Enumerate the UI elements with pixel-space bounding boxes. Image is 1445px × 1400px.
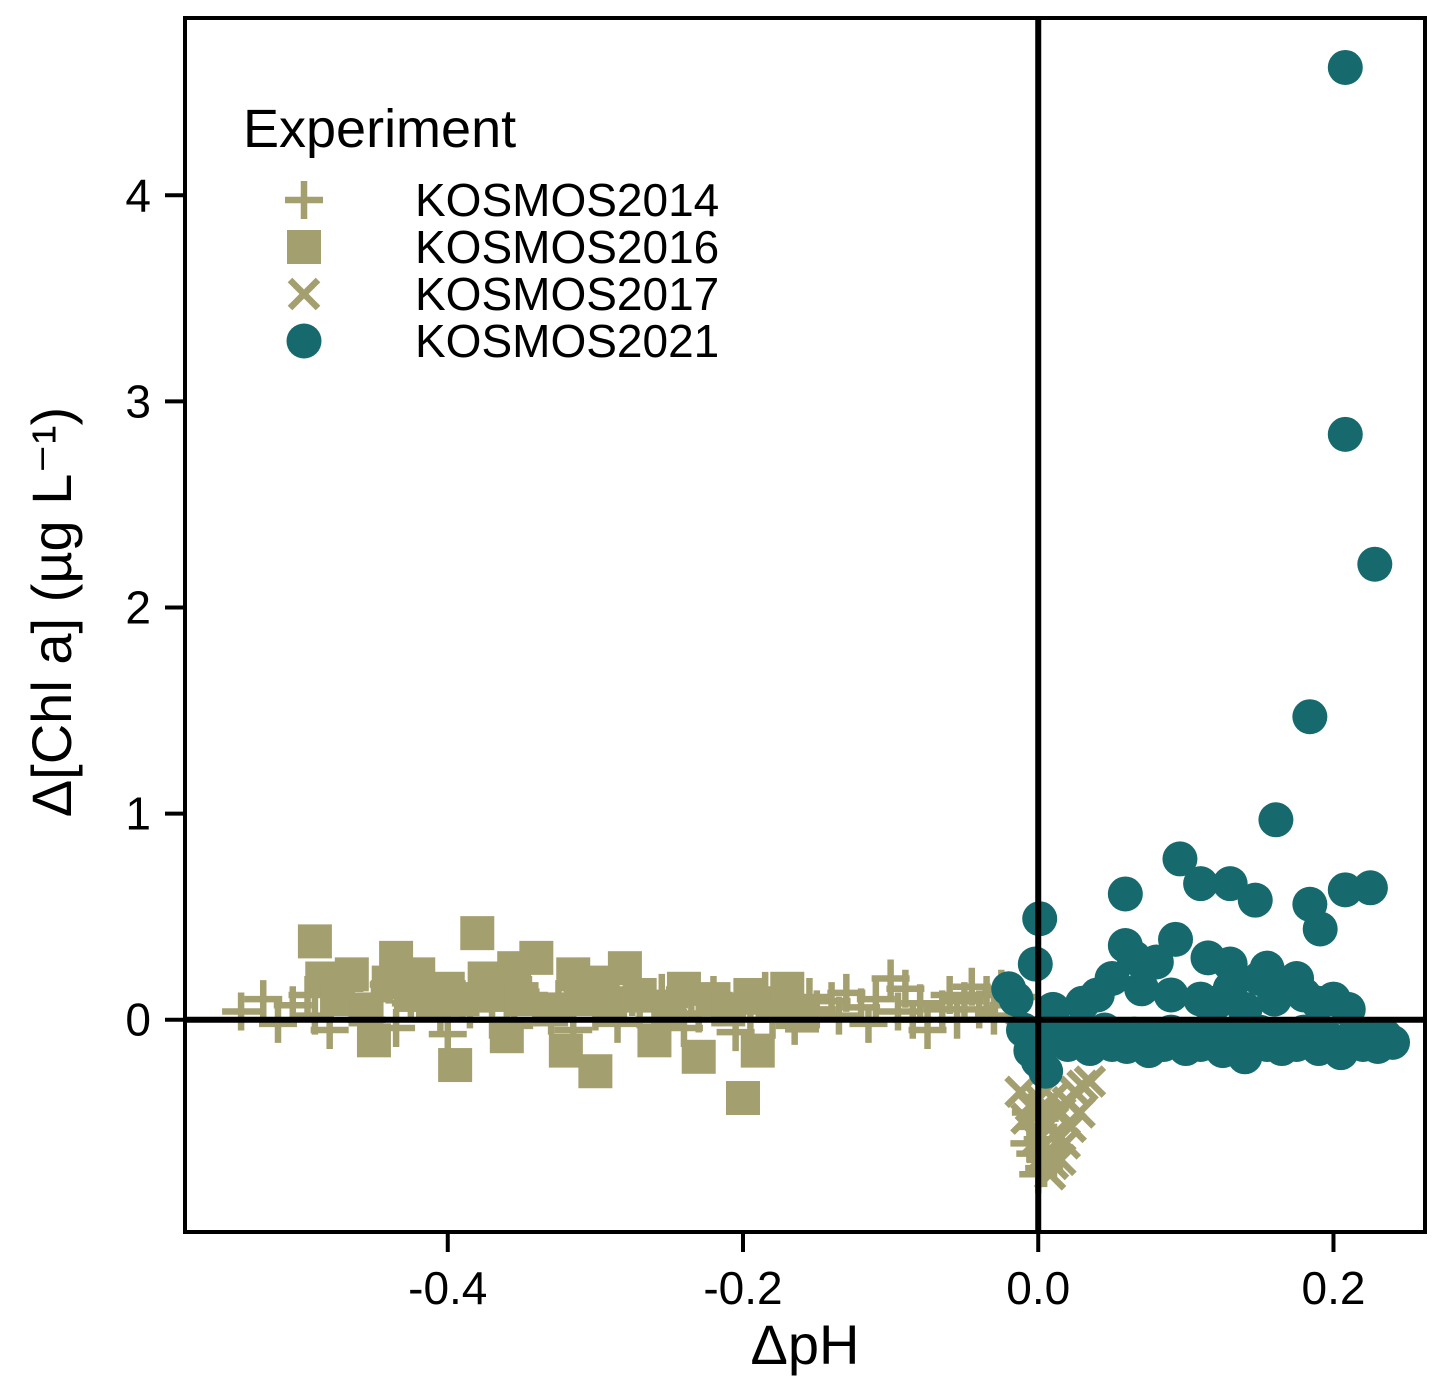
y-axis-title: Δ[Chl a] (µg L⁻¹): [20, 406, 83, 818]
svg-text:3: 3: [125, 375, 151, 427]
plus-marker-icon: [285, 180, 323, 219]
legend-item-kosmos2021: KOSMOS2021: [243, 317, 719, 364]
legend-item-kosmos2017: KOSMOS2017: [243, 270, 719, 317]
x-axis-title: ΔpH: [750, 1313, 860, 1376]
legend-label-kosmos2021: KOSMOS2021: [415, 314, 720, 367]
svg-text:-0.4: -0.4: [408, 1262, 487, 1314]
legend: Experiment KOSMOS2014 KOSMOS2016 KOSMOS2…: [243, 98, 719, 364]
legend-label-kosmos2016: KOSMOS2016: [415, 220, 720, 273]
svg-text:1: 1: [125, 788, 151, 840]
svg-text:4: 4: [125, 169, 151, 221]
x-marker-icon: [287, 277, 321, 310]
svg-text:2: 2: [125, 581, 151, 633]
circle-marker-icon: [286, 323, 322, 358]
square-marker-icon: [287, 229, 321, 264]
legend-item-kosmos2014: KOSMOS2014: [243, 176, 719, 223]
legend-item-kosmos2016: KOSMOS2016: [243, 223, 719, 270]
svg-text:0: 0: [125, 994, 151, 1046]
legend-label-kosmos2017: KOSMOS2017: [415, 267, 720, 320]
svg-text:0.0: 0.0: [1006, 1262, 1070, 1314]
legend-title: Experiment: [243, 99, 517, 159]
svg-text:-0.2: -0.2: [703, 1262, 782, 1314]
legend-label-kosmos2014: KOSMOS2014: [415, 173, 720, 226]
svg-text:0.2: 0.2: [1301, 1262, 1365, 1314]
